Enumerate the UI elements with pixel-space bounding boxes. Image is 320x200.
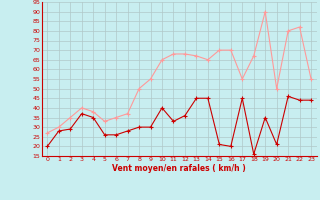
X-axis label: Vent moyen/en rafales ( km/h ): Vent moyen/en rafales ( km/h ) — [112, 164, 246, 173]
